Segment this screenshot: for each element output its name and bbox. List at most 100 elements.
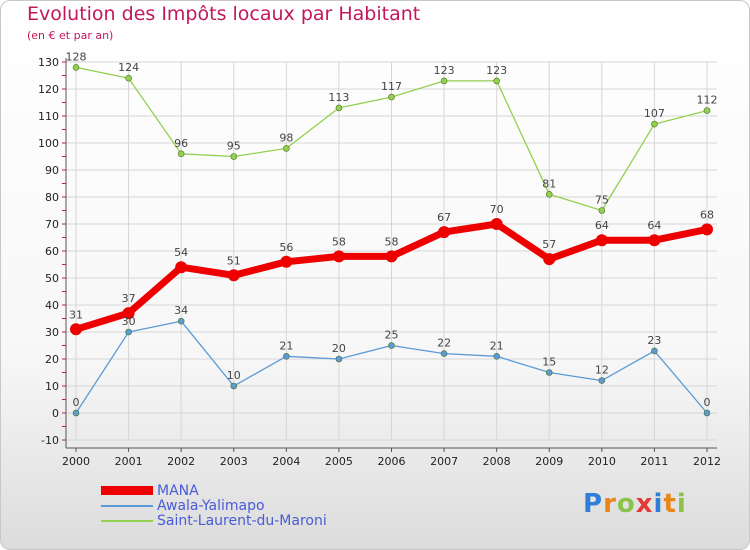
data-point bbox=[72, 409, 80, 417]
legend-swatch-mana bbox=[101, 486, 153, 495]
x-tick-label: 2004 bbox=[272, 455, 300, 468]
data-label: 107 bbox=[644, 107, 665, 120]
data-point bbox=[648, 234, 661, 247]
data-label: 25 bbox=[385, 329, 399, 342]
data-label: 34 bbox=[174, 304, 188, 317]
data-label: 23 bbox=[647, 334, 661, 347]
data-label: 113 bbox=[328, 91, 349, 104]
x-tick-label: 2012 bbox=[693, 455, 721, 468]
data-point bbox=[230, 153, 238, 160]
legend-label-mana: MANA bbox=[157, 482, 199, 499]
data-label: 98 bbox=[279, 131, 293, 144]
data-point bbox=[651, 347, 658, 355]
data-point bbox=[122, 307, 135, 320]
data-label: 56 bbox=[279, 241, 293, 254]
data-point bbox=[230, 382, 238, 390]
data-point bbox=[493, 352, 500, 360]
data-label: 117 bbox=[381, 80, 402, 93]
data-label: 70 bbox=[490, 203, 504, 216]
x-tick-label: 2007 bbox=[430, 455, 458, 468]
data-point bbox=[125, 74, 132, 82]
data-label: 10 bbox=[227, 369, 241, 382]
data-label: 20 bbox=[332, 342, 346, 355]
legend: MANA Awala-Yalimapo Saint-Laurent-du-Mar… bbox=[101, 482, 327, 529]
x-tick-label: 2008 bbox=[483, 455, 511, 468]
data-label: 64 bbox=[647, 219, 661, 232]
y-tick-label: 30 bbox=[45, 326, 59, 339]
data-point bbox=[598, 207, 606, 214]
x-tick-label: 2010 bbox=[588, 455, 616, 468]
data-label: 54 bbox=[174, 246, 188, 259]
x-tick-label: 2002 bbox=[167, 455, 195, 468]
data-point bbox=[438, 226, 451, 239]
y-tick-label: 60 bbox=[45, 245, 59, 258]
data-label: 75 bbox=[595, 194, 609, 207]
x-tick-label: 2005 bbox=[325, 455, 353, 468]
data-label: 21 bbox=[279, 339, 293, 352]
data-point bbox=[703, 107, 711, 114]
y-tick-label: 80 bbox=[45, 191, 59, 204]
legend-swatch-awala bbox=[101, 504, 153, 507]
data-label: 67 bbox=[437, 211, 451, 224]
y-tick-label: 90 bbox=[45, 164, 59, 177]
x-tick-label: 2006 bbox=[378, 455, 406, 468]
x-tick-label: 2003 bbox=[220, 455, 248, 468]
data-point bbox=[72, 64, 80, 71]
data-label: 37 bbox=[122, 292, 136, 305]
data-point bbox=[545, 369, 553, 376]
data-point bbox=[335, 104, 343, 112]
x-tick-label: 2009 bbox=[535, 455, 563, 468]
data-point bbox=[545, 191, 553, 198]
x-tick-label: 2001 bbox=[115, 455, 143, 468]
data-label: 30 bbox=[122, 315, 136, 328]
data-label: 68 bbox=[700, 208, 714, 221]
data-point bbox=[388, 93, 395, 101]
data-label: 58 bbox=[332, 235, 346, 248]
data-label: 31 bbox=[69, 308, 83, 321]
data-point bbox=[490, 218, 503, 230]
data-point bbox=[177, 150, 185, 158]
data-point bbox=[440, 77, 448, 85]
x-tick-label: 2011 bbox=[640, 455, 668, 468]
grid-lines bbox=[66, 61, 717, 441]
y-tick-label: 10 bbox=[45, 380, 59, 393]
legend-swatch-saint-laurent bbox=[101, 519, 153, 522]
data-point bbox=[385, 250, 398, 263]
data-label: 123 bbox=[434, 64, 455, 77]
y-tick-label: 130 bbox=[38, 56, 59, 69]
chart-title: Evolution des Impôts locaux par Habitant bbox=[27, 3, 421, 25]
data-point bbox=[543, 253, 556, 266]
data-point bbox=[283, 145, 290, 152]
legend-label-awala: Awala-Yalimapo bbox=[157, 497, 265, 514]
data-point bbox=[177, 317, 185, 325]
data-point bbox=[125, 328, 132, 336]
y-tick-label: 70 bbox=[45, 218, 59, 231]
data-label: 124 bbox=[118, 61, 139, 74]
data-point bbox=[598, 377, 606, 384]
data-label: 81 bbox=[542, 177, 556, 190]
y-tick-label: 110 bbox=[38, 110, 59, 123]
data-label: 123 bbox=[486, 64, 507, 77]
data-point bbox=[701, 223, 713, 236]
data-label: 112 bbox=[697, 94, 718, 107]
data-point bbox=[335, 355, 343, 363]
data-label: 22 bbox=[437, 337, 451, 350]
x-tick-label: 2000 bbox=[62, 455, 90, 468]
y-tick-label: 120 bbox=[38, 83, 59, 96]
data-point bbox=[651, 120, 658, 128]
data-label: 21 bbox=[490, 339, 504, 352]
legend-label-saint-laurent: Saint-Laurent-du-Maroni bbox=[157, 512, 327, 529]
legend-item-awala: Awala-Yalimapo bbox=[101, 497, 327, 514]
data-point bbox=[388, 342, 395, 349]
data-label: 12 bbox=[595, 364, 609, 377]
data-point bbox=[595, 234, 608, 247]
data-point bbox=[440, 350, 448, 357]
chart-subtitle: (en € et par an) bbox=[27, 29, 114, 42]
data-point bbox=[175, 261, 188, 274]
legend-item-mana: MANA bbox=[101, 482, 327, 499]
data-point bbox=[493, 77, 500, 85]
data-label: 0 bbox=[704, 396, 711, 409]
